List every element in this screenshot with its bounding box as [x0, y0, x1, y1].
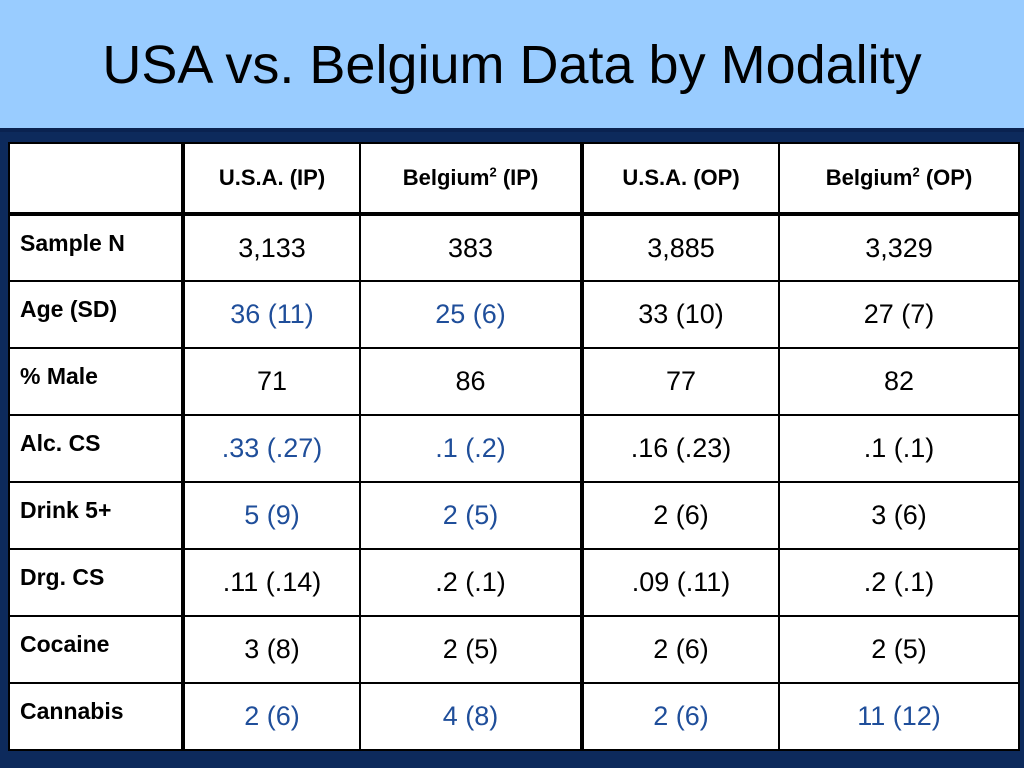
table-cell: 2 (6) [580, 615, 780, 684]
title-divider [0, 128, 1024, 132]
table-cell: 33 (10) [580, 280, 780, 349]
table-cell: 71 [181, 347, 361, 416]
row-label: Age (SD) [8, 280, 184, 349]
table-cell: .1 (.1) [778, 414, 1020, 483]
table-row: Drg. CS .11 (.14) .2 (.1) .09 (.11) .2 (.1) [8, 548, 1020, 617]
title-bar [0, 0, 1024, 128]
row-label: Cocaine [8, 615, 184, 684]
table-row: Sample N 3,133 383 3,885 3,329 [8, 212, 1020, 282]
table-cell: 82 [778, 347, 1020, 416]
table-cell: .09 (.11) [580, 548, 780, 617]
table-cell: .33 (.27) [181, 414, 361, 483]
table-cell: 11 (12) [778, 682, 1020, 751]
table-cell: 27 (7) [778, 280, 1020, 349]
row-label: Alc. CS [8, 414, 184, 483]
table-cell: .11 (.14) [181, 548, 361, 617]
table-cell: 5 (9) [181, 481, 361, 550]
header-cell-usa-op: U.S.A. (OP) [580, 142, 780, 215]
table-row: Cocaine 3 (8) 2 (5) 2 (6) 2 (5) [8, 615, 1020, 684]
header-cell-belgium-ip: Belgium2 (IP) [359, 142, 583, 215]
table-cell: 3,885 [580, 212, 780, 282]
table-row: % Male 71 86 77 82 [8, 347, 1020, 416]
table-cell: .2 (.1) [778, 548, 1020, 617]
table-cell: 2 (5) [359, 481, 583, 550]
table-cell: 2 (6) [181, 682, 361, 751]
table-row: Age (SD) 36 (11) 25 (6) 33 (10) 27 (7) [8, 280, 1020, 349]
slide-title: USA vs. Belgium Data by Modality [102, 35, 922, 95]
header-row: U.S.A. (IP) Belgium2 (IP) U.S.A. (OP) Be… [8, 142, 1020, 215]
table-cell: 2 (5) [359, 615, 583, 684]
table-cell: .2 (.1) [359, 548, 583, 617]
header-cell-usa-ip: U.S.A. (IP) [181, 142, 361, 215]
table-cell: 2 (5) [778, 615, 1020, 684]
table-cell: 3 (8) [181, 615, 361, 684]
table-cell: .16 (.23) [580, 414, 780, 483]
table-cell: 3 (6) [778, 481, 1020, 550]
table-cell: 2 (6) [580, 481, 780, 550]
table-cell: 3,133 [181, 212, 361, 282]
header-cell-blank [8, 142, 184, 215]
data-table: U.S.A. (IP) Belgium2 (IP) U.S.A. (OP) Be… [8, 142, 1020, 751]
row-label: % Male [8, 347, 184, 416]
table-cell: 77 [580, 347, 780, 416]
table-cell: 4 (8) [359, 682, 583, 751]
table-cell: 86 [359, 347, 583, 416]
table-cell: .1 (.2) [359, 414, 583, 483]
row-label: Drink 5+ [8, 481, 184, 550]
header-cell-belgium-op: Belgium2 (OP) [778, 142, 1020, 215]
table-cell: 2 (6) [580, 682, 780, 751]
table-cell: 3,329 [778, 212, 1020, 282]
table-cell: 25 (6) [359, 280, 583, 349]
table-cell: 383 [359, 212, 583, 282]
table-row: Cannabis 2 (6) 4 (8) 2 (6) 11 (12) [8, 682, 1020, 751]
row-label: Sample N [8, 212, 184, 282]
table-row: Drink 5+ 5 (9) 2 (5) 2 (6) 3 (6) [8, 481, 1020, 550]
row-label: Drg. CS [8, 548, 184, 617]
table-row: Alc. CS .33 (.27) .1 (.2) .16 (.23) .1 (.1) [8, 414, 1020, 483]
table-cell: 36 (11) [181, 280, 361, 349]
row-label: Cannabis [8, 682, 184, 751]
